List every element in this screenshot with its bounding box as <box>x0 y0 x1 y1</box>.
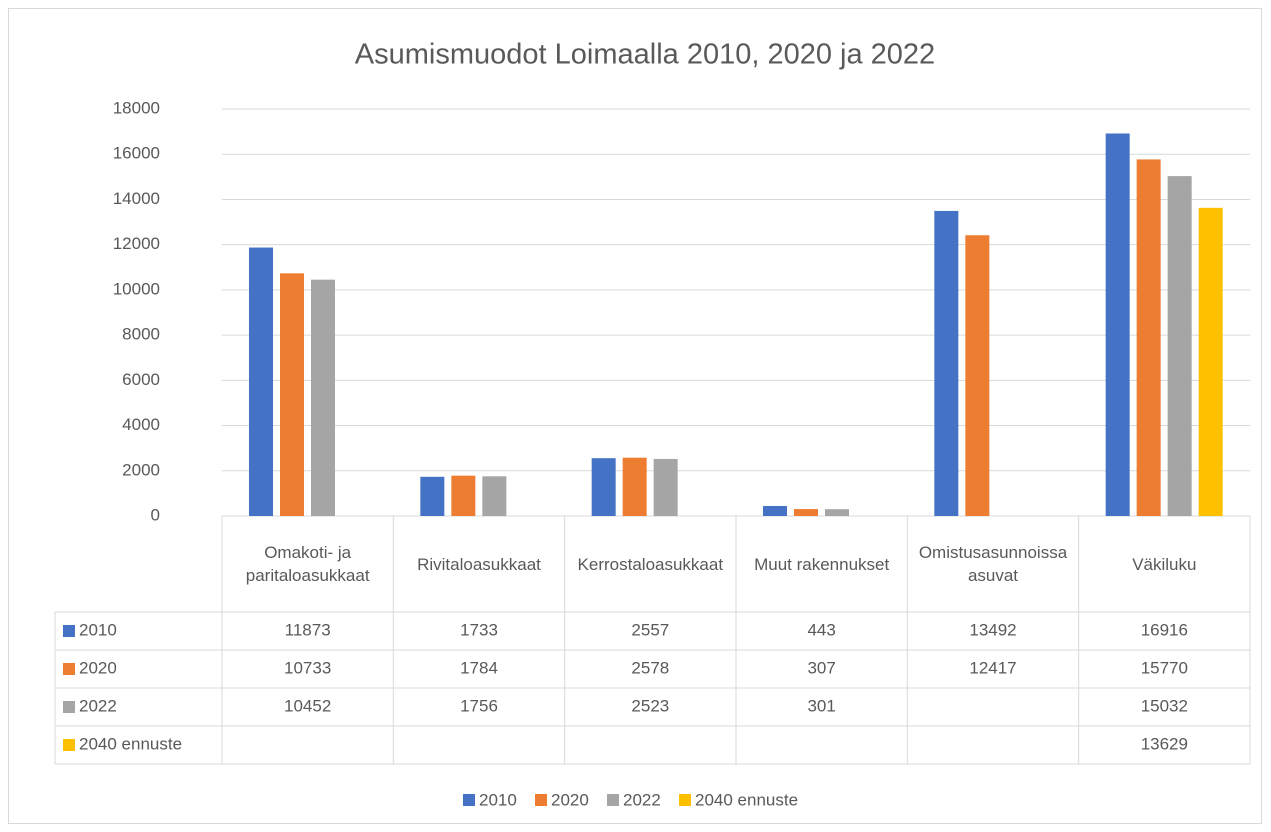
bar <box>934 210 959 516</box>
y-tick-label: 12000 <box>113 234 160 253</box>
bar <box>653 458 678 516</box>
y-tick-label: 14000 <box>113 189 160 208</box>
legend-label: 2020 <box>551 790 589 809</box>
table-value: 10733 <box>284 658 331 677</box>
bar <box>451 475 476 516</box>
y-tick-label: 10000 <box>113 279 160 298</box>
bar <box>622 457 647 516</box>
bar <box>763 505 787 516</box>
table-value: 16916 <box>1141 620 1188 639</box>
x-tick-label: Kerrostaloasukkaat <box>577 554 724 574</box>
bar <box>1198 207 1223 516</box>
legend-label: 2040 ennuste <box>695 790 798 809</box>
table-row-label: 2040 ennuste <box>79 734 182 753</box>
x-tick-label: Omistusasunnoissa asuvat <box>918 543 1068 585</box>
legend-swatch <box>463 794 475 806</box>
y-tick-label: 0 <box>151 505 160 524</box>
x-tick-label: Muut rakennukset <box>754 554 890 574</box>
x-tick-label: Omakoti- ja paritaloasukkaat <box>245 543 370 585</box>
bar <box>311 279 335 516</box>
bar <box>420 476 445 516</box>
y-tick-label: 8000 <box>122 325 160 344</box>
table-value: 1756 <box>460 696 498 715</box>
table-row-label: 2022 <box>79 696 117 715</box>
legend-swatch <box>679 794 691 806</box>
category-cell: Omakoti- ja paritaloasukkaat <box>245 543 370 585</box>
table-row-label: 2020 <box>79 658 117 677</box>
y-tick-label: 16000 <box>113 144 160 163</box>
table-row-label: 2010 <box>79 620 117 639</box>
table-value: 13629 <box>1141 734 1188 753</box>
legend-label: 2022 <box>623 790 661 809</box>
y-tick-label: 18000 <box>113 98 160 117</box>
bar <box>482 476 507 516</box>
y-tick-label: 2000 <box>122 460 160 479</box>
y-tick-label: 4000 <box>122 415 160 434</box>
legend-swatch <box>63 625 75 637</box>
table-value: 11873 <box>285 620 331 639</box>
legend-swatch <box>63 663 75 675</box>
table-value: 301 <box>807 696 835 715</box>
table-value: 443 <box>807 620 835 639</box>
table-value: 10452 <box>284 696 331 715</box>
x-tick-label: Väkiluku <box>1132 554 1197 574</box>
legend-swatch <box>63 701 75 713</box>
table-value: 15770 <box>1141 658 1188 677</box>
bar <box>591 458 616 516</box>
bar <box>1167 176 1192 516</box>
table-value: 15032 <box>1141 696 1188 715</box>
chart-title: Asumismuodot Loimaalla 2010, 2020 ja 202… <box>355 39 935 71</box>
table-value: 12417 <box>969 658 1016 677</box>
table-value: 1784 <box>460 658 498 677</box>
table-value: 2523 <box>631 696 669 715</box>
legend-swatch <box>607 794 619 806</box>
bar <box>1136 159 1161 516</box>
table-value: 2557 <box>631 620 669 639</box>
category-cell: Kerrostaloasukkaat <box>577 554 724 574</box>
bar <box>280 273 304 516</box>
bar <box>794 509 818 516</box>
y-tick-label: 6000 <box>122 370 160 389</box>
x-tick-label: Rivitaloasukkaat <box>417 554 541 574</box>
bar <box>825 509 849 516</box>
bar <box>965 235 990 516</box>
category-cell: Väkiluku <box>1132 554 1197 574</box>
legend-label: 2010 <box>479 790 517 809</box>
category-cell: Omistusasunnoissa asuvat <box>918 543 1068 585</box>
bar <box>249 247 273 517</box>
category-cell: Muut rakennukset <box>754 554 890 574</box>
legend-swatch <box>63 739 75 751</box>
table-value: 13492 <box>969 620 1016 639</box>
table-value: 307 <box>807 658 835 677</box>
table-value: 1733 <box>460 620 498 639</box>
legend-swatch <box>535 794 547 806</box>
category-cell: Rivitaloasukkaat <box>417 554 541 574</box>
table-value: 2578 <box>631 658 669 677</box>
bar <box>1105 133 1130 516</box>
